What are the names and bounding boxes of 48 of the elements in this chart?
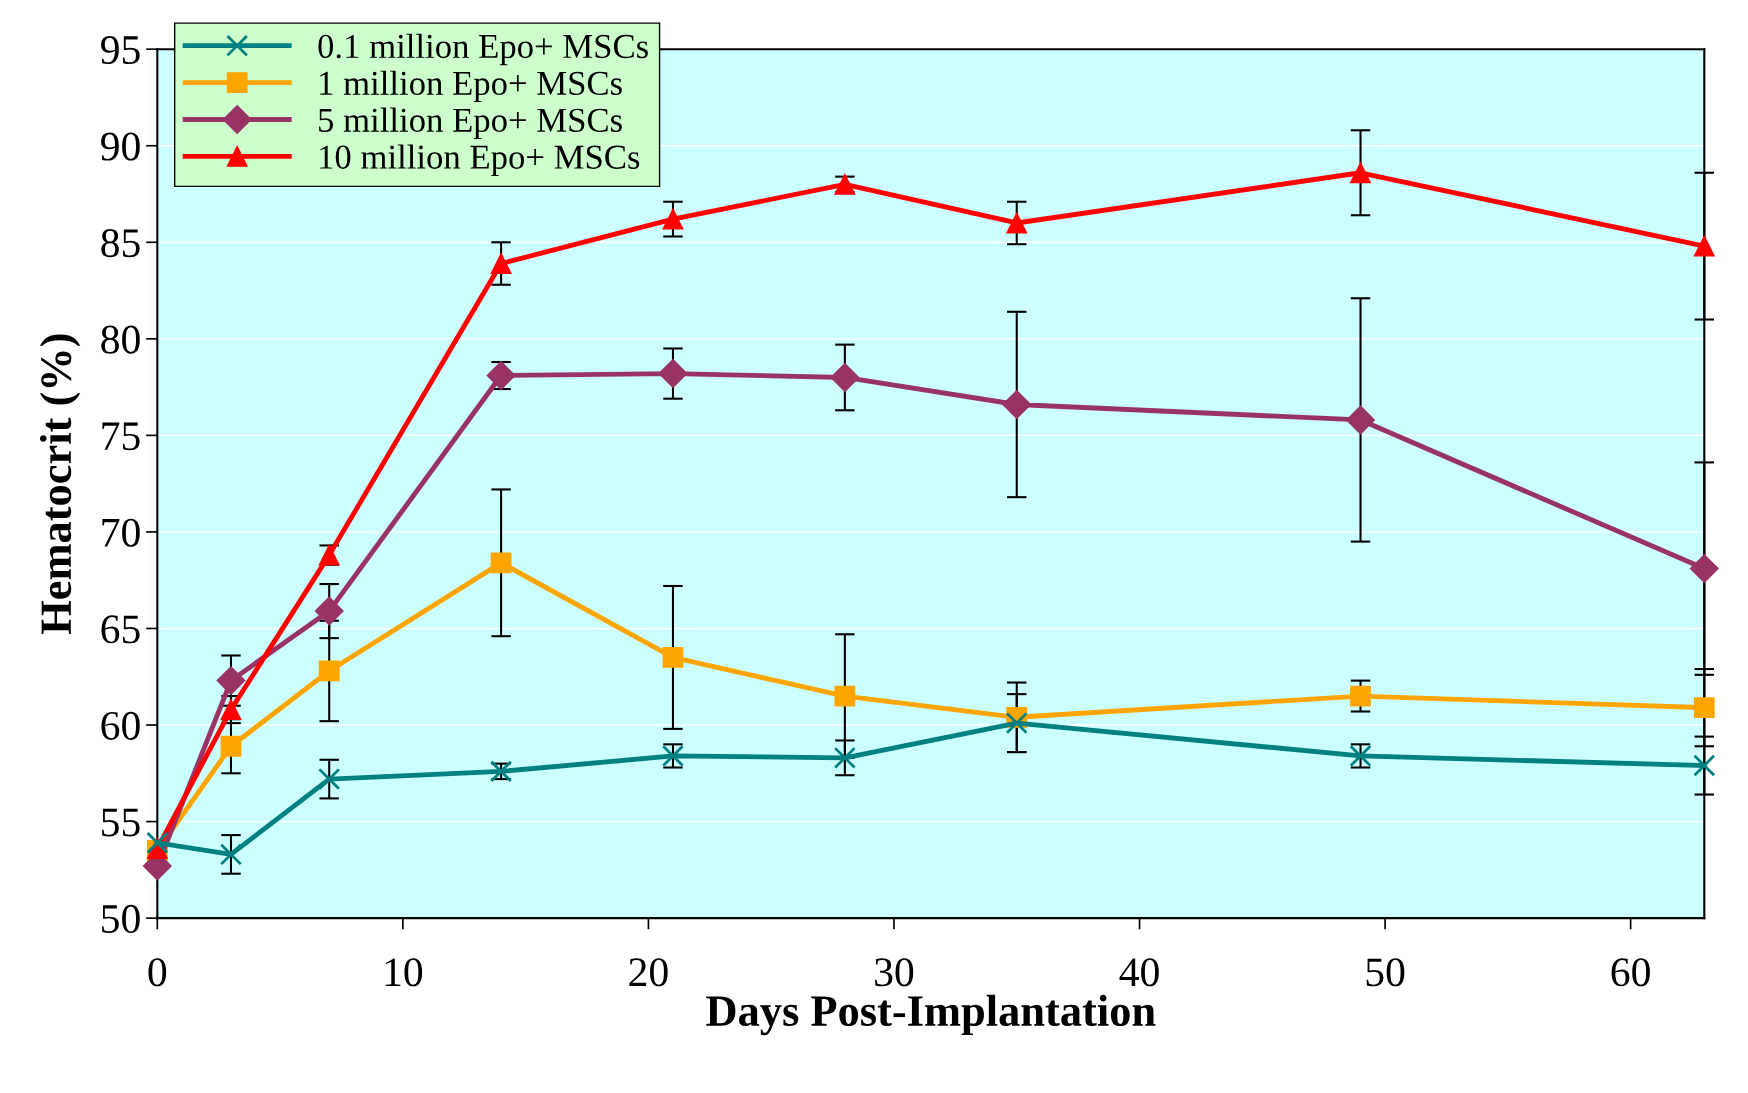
x-tick-label: 40 <box>1119 958 1159 987</box>
y-tick-label: 70 <box>102 518 140 547</box>
point <box>1693 754 1716 777</box>
point <box>830 363 860 392</box>
point <box>662 208 684 230</box>
point <box>1689 554 1719 584</box>
point <box>834 685 856 707</box>
point <box>1350 685 1371 707</box>
point <box>1346 405 1375 435</box>
point <box>658 359 688 389</box>
x-tick-label: 50 <box>1366 958 1405 987</box>
y-tick-label: 60 <box>101 711 140 740</box>
point <box>662 647 684 668</box>
legend-label: 1 million Epo+ MSCs <box>320 70 622 103</box>
point <box>490 253 512 274</box>
y-tick-label: 80 <box>101 325 140 354</box>
y-tick-label: 75 <box>102 422 140 451</box>
x-tick-label: 0 <box>148 958 167 987</box>
x-tick-label: 60 <box>1611 958 1650 987</box>
y-tick-label: 90 <box>101 132 140 161</box>
y-tick-label: 55 <box>102 808 140 837</box>
x-tick-label: 30 <box>875 958 914 987</box>
point <box>1005 711 1028 735</box>
point <box>219 843 243 866</box>
point <box>490 552 512 574</box>
point <box>146 831 169 854</box>
point <box>318 660 340 682</box>
point <box>220 735 242 757</box>
y-axis-title: Hematocrit (%) <box>39 334 81 635</box>
y-tick-label: 65 <box>101 615 140 644</box>
legend-label: 0.1 million Epo+ MSCs <box>318 33 648 66</box>
y-tick-label: 85 <box>101 229 140 258</box>
y-tick-label: 95 <box>101 36 140 65</box>
x-tick-label: 20 <box>629 958 668 987</box>
point <box>1002 390 1032 419</box>
point <box>1006 212 1028 234</box>
point <box>318 767 341 791</box>
legend-label: 10 million Epo+ MSCs <box>320 144 640 176</box>
point <box>1693 697 1715 719</box>
point <box>1350 162 1371 184</box>
point <box>833 746 856 769</box>
point <box>314 596 344 626</box>
x-axis-title: Days Post-Implantation <box>706 994 1156 1036</box>
point <box>1693 235 1715 257</box>
x-tick-label: 10 <box>385 958 423 987</box>
legend-label: 5 million Epo+ MSCs <box>319 107 622 140</box>
y-tick-label: 50 <box>102 904 140 933</box>
point <box>216 666 246 696</box>
